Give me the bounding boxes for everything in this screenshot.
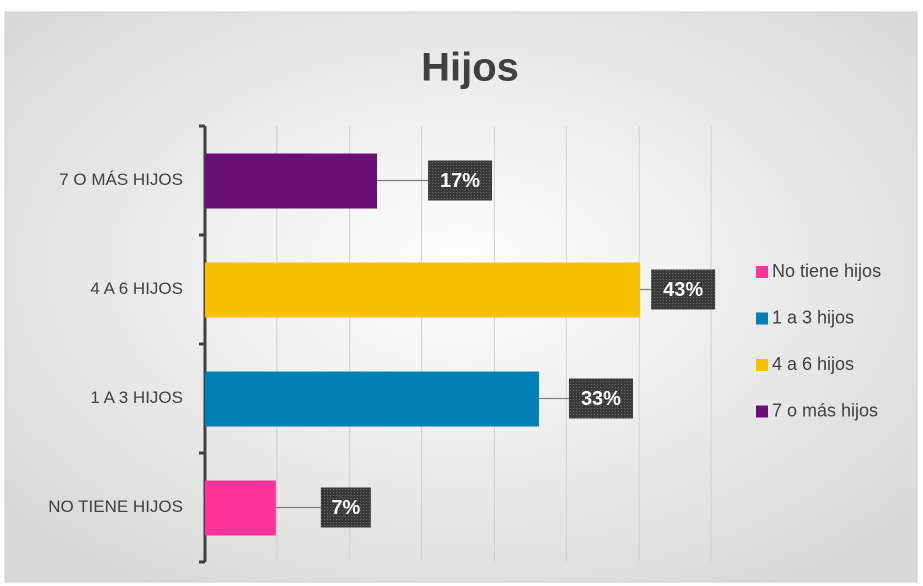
data-label: 17%: [440, 170, 480, 192]
y-tick-label: 7 O MÁS HIJOS: [59, 170, 183, 189]
bar: [205, 262, 641, 318]
legend-label: 1 a 3 hijos: [772, 307, 854, 327]
data-label: 7%: [331, 497, 360, 519]
legend-label: No tiene hijos: [772, 261, 881, 281]
data-label-box: [428, 160, 493, 201]
y-tick-label: 1 A 3 HIJOS: [90, 388, 183, 407]
data-label: 33%: [581, 388, 621, 410]
data-label-box: [651, 269, 716, 310]
chart-title: Hijos: [421, 46, 519, 90]
legend-swatch: [756, 312, 768, 325]
legend-label: 7 o más hijos: [772, 400, 878, 420]
legend-swatch: [756, 405, 768, 418]
bar: [205, 153, 378, 209]
data-label-box: [568, 378, 633, 419]
bar: [205, 480, 276, 536]
legend-label: 4 a 6 hijos: [772, 354, 854, 374]
data-label: 43%: [663, 279, 703, 301]
y-tick-label: 4 A 6 HIJOS: [90, 279, 183, 298]
y-tick-label: NO TIENE HIJOS: [48, 497, 183, 516]
legend-swatch: [756, 266, 768, 278]
bar: [205, 371, 539, 427]
data-label-box: [320, 487, 371, 528]
legend-swatch: [756, 359, 768, 371]
